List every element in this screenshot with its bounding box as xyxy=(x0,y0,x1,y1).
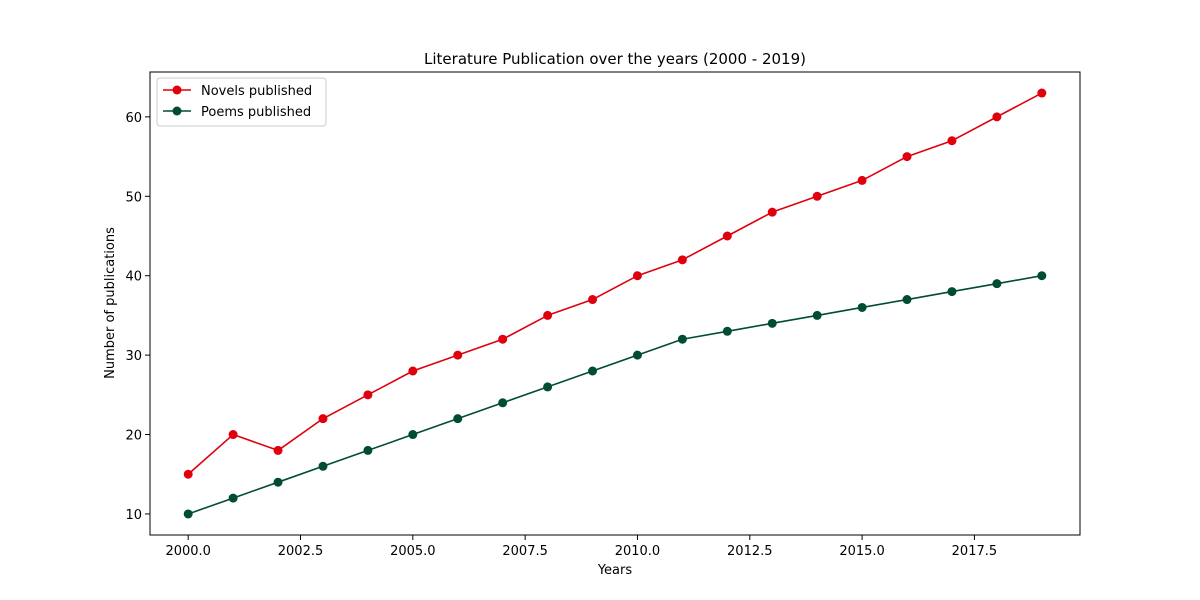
series-2-point xyxy=(857,302,867,312)
series-2-point xyxy=(1037,271,1047,281)
legend: Novels published Poems published xyxy=(156,77,327,127)
series-1-point xyxy=(588,295,598,305)
y-tick-label: 60 xyxy=(125,111,142,126)
series-1-point xyxy=(543,310,553,320)
legend-label-2: Poems published xyxy=(201,105,311,120)
series-1-point xyxy=(722,231,732,241)
series-2-point xyxy=(632,350,642,360)
series-1-point xyxy=(363,390,373,400)
series-2-point xyxy=(588,366,598,376)
y-tick-label: 30 xyxy=(125,349,142,364)
x-tick-label: 2005.0 xyxy=(390,544,436,559)
series-2-point xyxy=(947,287,957,297)
series-1-point xyxy=(318,414,328,424)
series-2-point xyxy=(812,310,822,320)
legend-marker-2 xyxy=(172,106,182,116)
y-axis-label: Number of publications xyxy=(103,227,118,379)
series-2-point xyxy=(318,461,328,471)
x-tick-label: 2017.5 xyxy=(952,544,998,559)
series-1-point xyxy=(767,207,777,217)
series-1-point xyxy=(1037,88,1047,98)
x-tick-label: 2002.5 xyxy=(278,544,324,559)
x-tick-label: 2007.5 xyxy=(502,544,548,559)
series-2-point xyxy=(498,398,508,408)
series-1-point xyxy=(273,445,283,455)
series-line-1 xyxy=(187,92,1043,475)
plot-area: 2000.0 2002.5 2005.0 2007.5 2010.0 2012.5 2015… xyxy=(125,71,1081,559)
legend-label-1: Novels published xyxy=(201,84,312,99)
series-1-point xyxy=(992,112,1002,122)
series-1-point xyxy=(632,271,642,281)
series-2-point xyxy=(902,295,912,305)
series-2-point xyxy=(767,318,777,328)
chart-title: Literature Publication over the years (2… xyxy=(424,50,806,68)
series-1-point xyxy=(453,350,463,360)
y-tick-label: 20 xyxy=(125,429,142,444)
series-line-2 xyxy=(187,274,1042,515)
y-tick-label: 50 xyxy=(125,190,142,205)
axes-frame xyxy=(149,71,1081,536)
series-2-point xyxy=(228,493,238,503)
series-2-point xyxy=(453,414,463,424)
series-1-point xyxy=(857,175,867,185)
series-1-point xyxy=(498,334,508,344)
series-1-point xyxy=(408,366,418,376)
series-1-point xyxy=(902,152,912,162)
x-axis-label: Years xyxy=(597,563,633,578)
series-2-point xyxy=(363,445,373,455)
series-1-point xyxy=(812,191,822,201)
series-1-point xyxy=(183,469,193,479)
x-tick-label: 2015.0 xyxy=(839,544,885,559)
series-2-point xyxy=(543,382,553,392)
x-tick-label: 2000.0 xyxy=(165,544,211,559)
series-2-point xyxy=(992,279,1002,289)
legend-marker-1 xyxy=(172,85,182,95)
x-tick-label: 2012.5 xyxy=(727,544,773,559)
legend-box xyxy=(156,77,327,127)
series-2-point xyxy=(273,477,283,487)
series-2-point xyxy=(183,509,193,519)
series-1-point xyxy=(677,255,687,265)
x-tick-label: 2010.0 xyxy=(615,544,661,559)
y-tick-label: 40 xyxy=(125,270,142,285)
series-2-point xyxy=(722,326,732,336)
series-1-point xyxy=(947,136,957,146)
series-2-point xyxy=(677,334,687,344)
series-2-point xyxy=(408,430,418,440)
series-1-point xyxy=(228,430,238,440)
y-tick-label: 10 xyxy=(125,508,142,523)
